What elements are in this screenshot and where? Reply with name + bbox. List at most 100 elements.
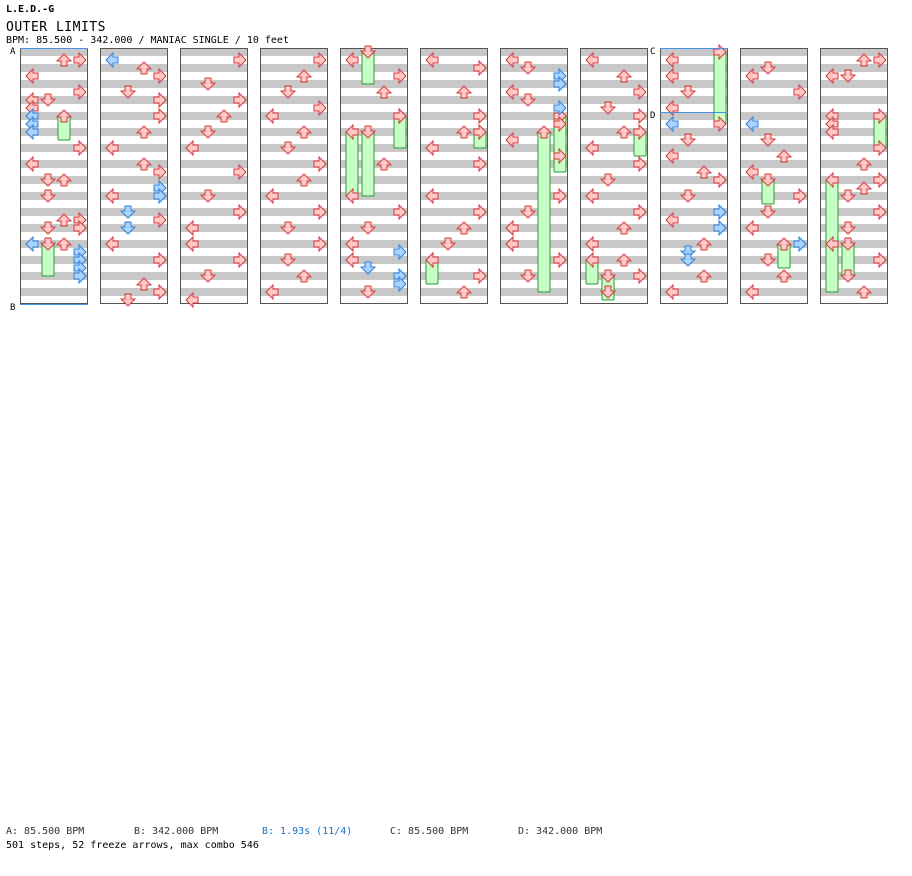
step-arrow-up [375, 157, 393, 171]
step-arrow-right [153, 283, 167, 301]
chart-panel [580, 48, 648, 304]
step-arrow-left [665, 67, 679, 85]
step-arrow-down [599, 173, 617, 187]
beat-stripe [180, 240, 248, 248]
step-arrow-right [233, 51, 247, 69]
chart-panel [420, 48, 488, 304]
beat-stripe [660, 144, 728, 152]
step-arrow-down [119, 221, 137, 235]
freeze-head-right [633, 123, 647, 141]
step-arrow-right [73, 267, 87, 285]
step-arrow-up [695, 269, 713, 283]
step-arrow-right [553, 251, 567, 269]
beat-stripe [420, 256, 488, 264]
step-arrow-up [695, 237, 713, 251]
step-arrow-left [105, 187, 119, 205]
beat-stripe [740, 160, 808, 168]
step-arrow-right [153, 211, 167, 229]
beat-stripe [260, 160, 328, 168]
beat-stripe [180, 64, 248, 72]
step-arrow-down [39, 173, 57, 187]
step-arrow-right [393, 203, 407, 221]
beat-stripe [660, 208, 728, 216]
beat-stripe [580, 224, 648, 232]
step-arrow-right [73, 51, 87, 69]
step-arrow-down [679, 189, 697, 203]
beat-stripe [100, 144, 168, 152]
step-arrow-down [519, 61, 537, 75]
freeze-head-right [873, 107, 887, 125]
legend-b-stop: B: 1.93s (11/4) [262, 826, 353, 837]
step-arrow-left [425, 251, 439, 269]
step-arrow-down [679, 245, 697, 259]
beat-stripe [740, 272, 808, 280]
beat-stripe [100, 160, 168, 168]
step-arrow-right [713, 115, 727, 133]
step-arrow-left [265, 187, 279, 205]
beat-stripe [580, 96, 648, 104]
beat-stripe [20, 48, 88, 56]
step-arrow-down [39, 189, 57, 203]
step-arrow-down [119, 293, 137, 307]
step-arrow-left [265, 283, 279, 301]
song-info: BPM: 85.500 - 342.000 / MANIAC SINGLE / … [6, 35, 289, 46]
step-arrow-right [713, 203, 727, 221]
step-arrow-up [55, 173, 73, 187]
legend-c-bpm: C: 85.500 BPM [390, 826, 469, 837]
step-arrow-right [633, 107, 647, 125]
beat-stripe [20, 288, 88, 296]
step-arrow-right [393, 275, 407, 293]
beat-stripe [580, 144, 648, 152]
beat-stripe [820, 112, 888, 120]
step-arrow-up [295, 173, 313, 187]
step-arrow-right [153, 91, 167, 109]
step-arrow-left [745, 283, 759, 301]
beat-stripe [100, 288, 168, 296]
step-arrow-left [425, 51, 439, 69]
beat-stripe [500, 192, 568, 200]
step-arrow-up [295, 269, 313, 283]
freeze-head-left [585, 251, 599, 269]
step-arrow-down [759, 133, 777, 147]
step-arrow-left [665, 51, 679, 69]
step-arrow-down [519, 269, 537, 283]
beat-stripe [660, 272, 728, 280]
step-arrow-up [135, 61, 153, 75]
step-arrow-left [585, 187, 599, 205]
step-arrow-right [713, 219, 727, 237]
step-arrow-down [39, 221, 57, 235]
step-arrow-right [633, 203, 647, 221]
step-arrow-right [873, 171, 887, 189]
beat-stripe [500, 160, 568, 168]
beat-stripe [740, 96, 808, 104]
beat-stripe [420, 128, 488, 136]
beat-stripe [740, 128, 808, 136]
step-arrow-down [599, 285, 617, 299]
beat-stripe [100, 64, 168, 72]
step-arrow-left [345, 251, 359, 269]
beat-stripe [260, 176, 328, 184]
freeze-body [345, 131, 359, 197]
beat-stripe [180, 208, 248, 216]
step-arrow-down [759, 205, 777, 219]
beat-stripe [100, 128, 168, 136]
step-arrow-up [775, 269, 793, 283]
beat-stripe [580, 256, 648, 264]
beat-stripe [100, 112, 168, 120]
beat-stripe [420, 48, 488, 56]
freeze-head-down [599, 269, 617, 283]
step-arrow-right [313, 203, 327, 221]
beat-stripe [100, 240, 168, 248]
beat-stripe [740, 48, 808, 56]
step-arrow-left [345, 51, 359, 69]
beat-stripe [420, 176, 488, 184]
freeze-body [825, 179, 839, 293]
beat-stripe [20, 112, 88, 120]
beat-stripe [500, 128, 568, 136]
step-arrow-down [439, 237, 457, 251]
beat-stripe [820, 128, 888, 136]
step-arrow-down [119, 85, 137, 99]
legend-d-bpm: D: 342.000 BPM [518, 826, 603, 837]
beat-stripe [820, 144, 888, 152]
beat-stripe [260, 48, 328, 56]
